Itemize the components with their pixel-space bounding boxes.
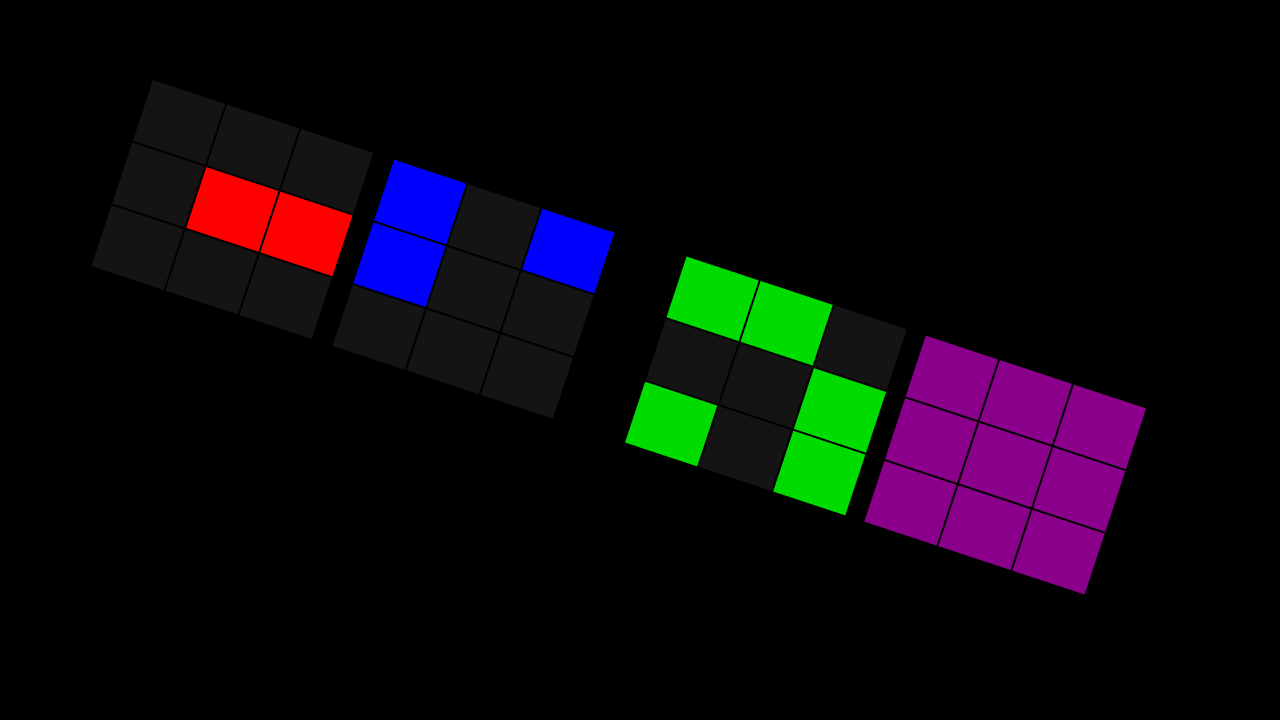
grid-1 xyxy=(91,80,374,339)
grid-3 xyxy=(625,256,907,516)
tilted-grid-row xyxy=(90,80,1150,600)
grid-2 xyxy=(332,159,615,419)
grid-4 xyxy=(864,335,1147,595)
